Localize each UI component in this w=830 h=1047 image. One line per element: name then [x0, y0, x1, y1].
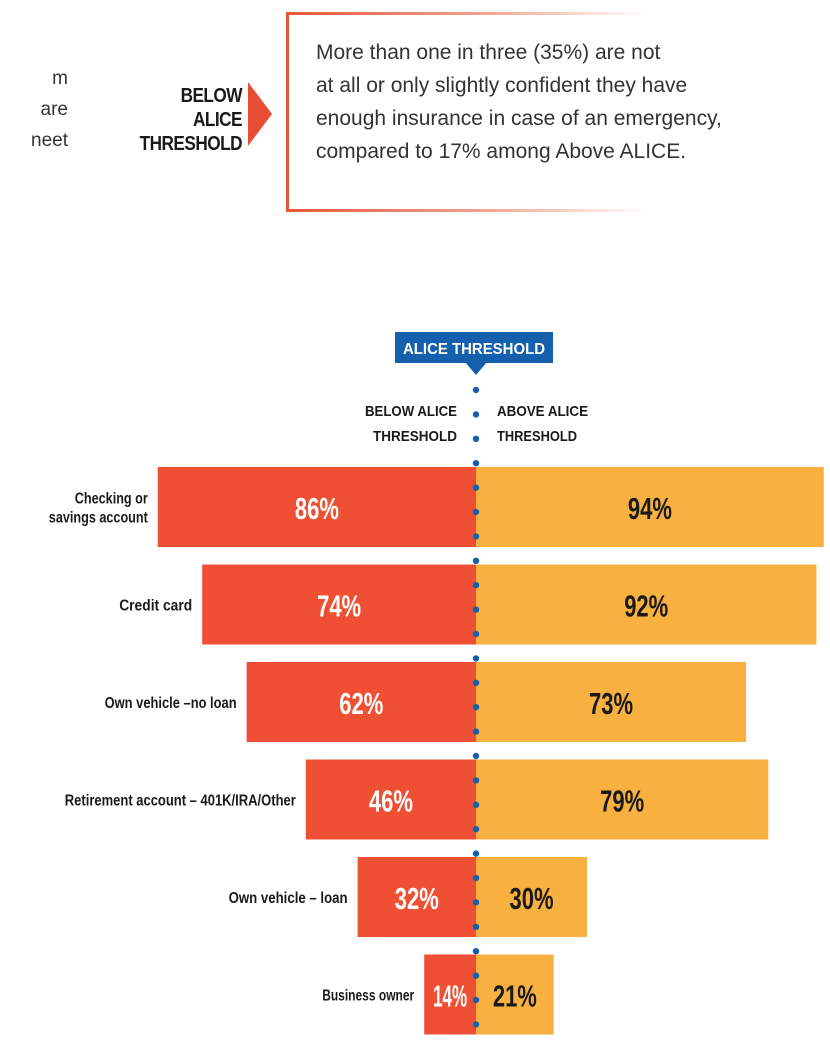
callout-text-line-3: enough insurance in case of an emergency… [316, 107, 722, 130]
bar-below-5 [424, 954, 476, 1035]
callout-arrow-icon [248, 82, 272, 146]
labels-layer: 86% 94% Checking or savings account 74% 92% Cr… [49, 491, 672, 1014]
category-label-0-1: savings account [49, 510, 149, 527]
bar-above-3 [476, 759, 769, 840]
category-label-4-0: Own vehicle – loan [229, 890, 348, 907]
threshold-dot [472, 508, 480, 516]
threshold-pointer-icon [465, 362, 487, 375]
callout-text: More than one in three (35%) are not at … [316, 36, 830, 168]
bar-above-2 [476, 662, 747, 742]
callout-box-top-edge [289, 12, 649, 15]
bar-below-3 [305, 759, 476, 840]
threshold-dot [472, 728, 480, 735]
bar-above-4 [476, 857, 587, 937]
bar-below-4 [357, 857, 476, 937]
category-label-2-0: Own vehicle –no loan [105, 695, 237, 712]
threshold-dot [472, 484, 480, 491]
category-label-0-0: Checking or [75, 491, 148, 508]
fragment-line-2: are [40, 99, 68, 120]
threshold-dot [472, 533, 480, 540]
threshold-dot [472, 582, 480, 589]
below-side-label-line-1: BELOW ALICE [365, 403, 457, 420]
callout-text-line-4: compared to 17% among Above ALICE. [316, 140, 687, 163]
threshold-dots [472, 386, 480, 1028]
threshold-dot [472, 606, 480, 613]
threshold-dot [472, 777, 480, 784]
threshold-dot [472, 460, 480, 467]
bar-above-0 [476, 467, 824, 547]
threshold-dot [472, 435, 480, 442]
fragment-line-3: neet [31, 130, 68, 151]
threshold-dot [472, 630, 480, 638]
threshold-dot [472, 557, 480, 564]
bars-layer [157, 467, 824, 1035]
value-label-above-2: 73% [589, 686, 633, 721]
value-label-below-5: 14% [433, 979, 467, 1014]
above-side-label-line-2: THRESHOLD [497, 428, 577, 445]
threshold-dot [472, 411, 480, 418]
below-side-label-line-2: THRESHOLD [373, 428, 457, 445]
callout-text-line-1: More than one in three (35%) are not [316, 41, 661, 64]
bar-below-1 [202, 564, 476, 645]
threshold-dot [472, 996, 480, 1004]
value-label-above-0: 94% [628, 491, 672, 526]
threshold-dot [472, 752, 480, 760]
threshold-dot [472, 679, 480, 686]
callout-box-bottom-edge [289, 209, 649, 212]
callout-label-line-2: THRESHOLD [139, 133, 243, 155]
value-label-above-5: 21% [493, 979, 537, 1014]
threshold-dot [472, 948, 480, 955]
category-label-3-0: Retirement account – 401K/IRA/Other [65, 793, 296, 810]
above-side-label-line-1: ABOVE ALICE [497, 403, 588, 420]
category-label-1-0: Credit card [119, 598, 192, 615]
threshold-banner [395, 332, 553, 363]
threshold-dot [472, 899, 480, 906]
threshold-dot [472, 923, 480, 930]
value-label-below-0: 86% [295, 491, 339, 526]
callout-text-line-2: at all or only slightly confident they h… [316, 74, 688, 97]
callout-label: BELOW ALICE THRESHOLD [130, 84, 243, 156]
value-label-above-1: 92% [624, 589, 668, 624]
value-label-below-1: 74% [317, 589, 361, 624]
value-label-above-3: 79% [600, 784, 644, 819]
value-label-below-3: 46% [369, 784, 413, 819]
threshold-dot [472, 704, 480, 711]
threshold-header: ALICE THRESHOLD BELOW ALICE THRESHOLD AB… [365, 332, 588, 445]
threshold-label: ALICE THRESHOLD [403, 341, 545, 358]
bar-below-2 [246, 662, 476, 742]
callout-label-line-1: BELOW ALICE [180, 85, 243, 131]
threshold-dot [472, 972, 480, 979]
threshold-dot [472, 386, 480, 394]
value-label-above-4: 30% [510, 881, 554, 916]
bar-below-0 [157, 467, 477, 547]
threshold-dot [472, 874, 480, 882]
value-label-below-2: 62% [339, 686, 383, 721]
threshold-dot [472, 826, 480, 833]
callout-box [286, 12, 649, 212]
value-label-below-4: 32% [395, 881, 439, 916]
threshold-dot [472, 801, 480, 808]
category-label-5-0: Business owner [322, 988, 414, 1005]
fragment-line-1: m [52, 68, 68, 89]
bar-above-5 [476, 954, 554, 1035]
threshold-dot [472, 655, 480, 662]
threshold-dot [472, 850, 480, 857]
threshold-dot [472, 1021, 480, 1028]
bar-above-1 [476, 564, 817, 645]
